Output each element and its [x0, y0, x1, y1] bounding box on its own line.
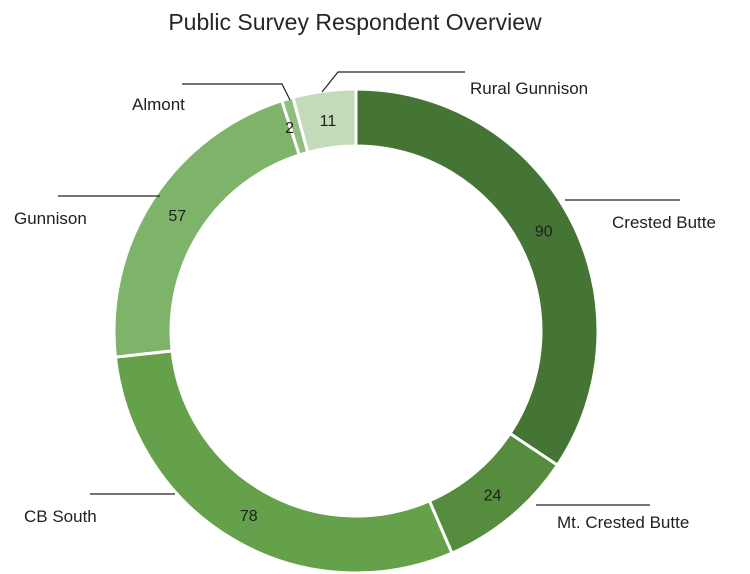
category-label-cb-south: CB South — [24, 507, 97, 526]
slice-gunnison — [112, 98, 302, 359]
value-label-crested-butte: 90 — [535, 223, 553, 240]
slice-crested-butte — [354, 87, 600, 468]
leader-line-almont — [182, 83, 291, 101]
leader-line-rural-gunnison — [321, 71, 465, 93]
leader-lines — [58, 71, 680, 506]
slice-cb-south — [113, 349, 454, 574]
category-label-almont: Almont — [132, 95, 185, 114]
value-labels: 90 24 78 57 2 11 — [168, 113, 552, 525]
value-label-gunnison: 57 — [168, 208, 186, 225]
donut-slices — [112, 87, 600, 574]
value-label-cb-south: 78 — [240, 508, 258, 525]
value-label-rural-gunnison: 11 — [320, 113, 337, 130]
category-labels: Crested Butte Mt. Crested Butte CB South Gu… — [14, 79, 716, 532]
value-label-almont: 2 — [285, 120, 294, 137]
category-label-crested-butte: Crested Butte — [612, 213, 716, 232]
value-label-mt-crested-butte: 24 — [484, 488, 502, 505]
category-label-mt-crested-butte: Mt. Crested Butte — [557, 513, 689, 532]
category-label-gunnison: Gunnison — [14, 209, 87, 228]
slice-rural-gunnison — [291, 87, 358, 155]
chart-title: Public Survey Respondent Overview — [168, 9, 542, 35]
category-label-rural-gunnison: Rural Gunnison — [470, 79, 588, 98]
